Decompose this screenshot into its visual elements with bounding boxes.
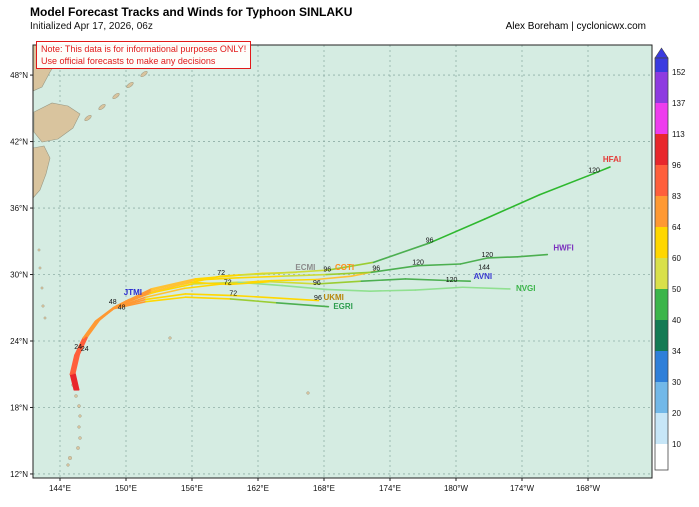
colorbar-segment: [655, 227, 668, 258]
model-label-JTMI: JTMI: [124, 288, 142, 297]
colorbar-tick-label: 96: [672, 161, 681, 170]
hour-label: 96: [323, 266, 331, 273]
hour-label: 120: [446, 277, 458, 284]
lat-tick-label: 36°N: [10, 204, 28, 213]
colorbar-segment: [655, 103, 668, 134]
ocean-background: [33, 45, 652, 478]
colorbar-tick-label: 10: [672, 440, 681, 449]
colorbar-tick-label: 20: [672, 409, 681, 418]
colorbar-segment: [655, 351, 668, 382]
model-tracks: [69, 166, 611, 391]
colorbar-tick-label: 83: [672, 192, 681, 201]
colorbar-segment: [655, 196, 668, 227]
colorbar-tick-label: 50: [672, 285, 681, 294]
lon-tick-label: 150°E: [115, 484, 137, 493]
lat-tick-label: 42°N: [10, 138, 28, 147]
track-HFAI: [74, 166, 611, 391]
hour-label: 72: [217, 270, 225, 277]
model-label-UKMI: UKMI: [323, 293, 343, 302]
colorbar-segment: [655, 320, 668, 351]
colorbar-tick-label: 60: [672, 254, 681, 263]
model-label-HWFI: HWFI: [553, 244, 573, 253]
lat-tick-label: 24°N: [10, 337, 28, 346]
colorbar-segment: [655, 134, 668, 165]
credit-text: Alex Boreham | cyclonicwx.com: [505, 21, 646, 32]
hour-label: 72: [229, 290, 237, 297]
lat-tick-label: 48°N: [10, 71, 28, 80]
colorbar-tick-label: 30: [672, 378, 681, 387]
disclaimer-line-1: Note: This data is for informational pur…: [41, 44, 247, 54]
colorbar-segment: [655, 413, 668, 444]
colorbar-arrow-cap: [654, 47, 669, 59]
model-label-NVGI: NVGI: [516, 284, 536, 293]
page-title: Model Forecast Tracks and Winds for Typh…: [30, 5, 353, 19]
track-EGRI: [69, 296, 330, 391]
model-label-EGRI: EGRI: [333, 302, 353, 311]
colorbar-segment: [655, 165, 668, 196]
lon-tick-label: 168°W: [576, 484, 601, 493]
lat-tick-label: 12°N: [10, 470, 28, 479]
colorbar-segment: [655, 289, 668, 320]
lon-tick-label: 174°W: [510, 484, 535, 493]
model-label-AVNI: AVNI: [474, 272, 493, 281]
hour-label: 48: [118, 304, 126, 311]
wind-speed-colorbar: 152 137 113 96 83 64 60 50 40 34 30 20 10: [654, 47, 686, 471]
lon-tick-label: 180°W: [444, 484, 469, 493]
model-label-ECMI: ECMI: [295, 263, 315, 272]
lon-tick-label: 144°E: [49, 484, 71, 493]
colorbar-tick-label: 152: [672, 68, 686, 77]
hour-label: 120: [412, 260, 424, 267]
hour-label: 24: [74, 344, 82, 351]
disclaimer-note: Note: This data is for informational pur…: [36, 41, 252, 69]
map-frame: [32, 44, 653, 479]
lon-tick-label: 162°E: [247, 484, 269, 493]
model-label-HFAI: HFAI: [603, 155, 621, 164]
lat-tick-label: 30°N: [10, 271, 28, 280]
hour-label: 48: [109, 299, 117, 306]
colorbar-tick-label: 64: [672, 223, 681, 232]
axis-labels: 144°E 150°E 156°E 162°E 168°E 174°E 180°W 174°W…: [10, 71, 600, 493]
colorbar-tick-label: 34: [672, 347, 681, 356]
lon-tick-label: 156°E: [181, 484, 203, 493]
hour-label: 96: [372, 266, 380, 273]
colorbar-segment: [655, 258, 668, 289]
colorbar-segment: [655, 382, 668, 413]
hour-label: 72: [224, 279, 232, 286]
lat-tick-label: 18°N: [10, 403, 28, 412]
colorbar-segment: [655, 72, 668, 103]
lon-tick-label: 168°E: [313, 484, 335, 493]
init-time-label: Initialized Apr 17, 2026, 06z: [30, 21, 153, 32]
colorbar-tick-label: 137: [672, 99, 686, 108]
lon-tick-label: 174°E: [379, 484, 401, 493]
hour-label: 96: [313, 280, 321, 287]
hour-label: 24: [81, 346, 89, 353]
gridlines: [33, 45, 652, 478]
hour-label: 96: [314, 295, 322, 302]
hour-label: 96: [426, 237, 434, 244]
disclaimer-line-2: Use official forecasts to make any decis…: [41, 56, 216, 66]
model-label-COTI: COTI: [335, 263, 354, 272]
colorbar-tick-label: 113: [672, 130, 685, 139]
hour-label: 144: [478, 265, 490, 272]
colorbar-tick-label: 40: [672, 316, 681, 325]
hour-label: 120: [588, 168, 600, 175]
hour-label: 120: [482, 252, 494, 259]
